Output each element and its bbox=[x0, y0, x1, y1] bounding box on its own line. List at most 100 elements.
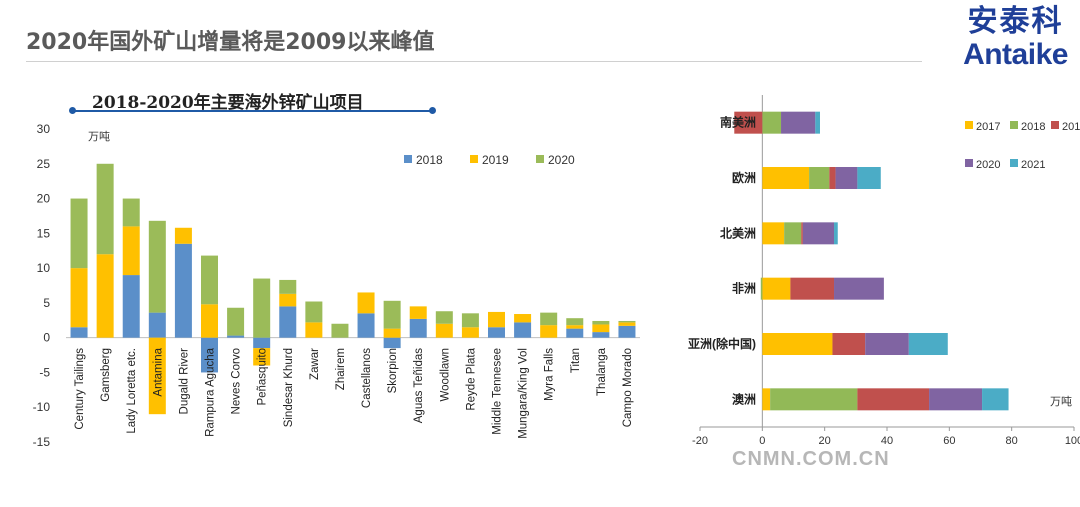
bar-segment bbox=[227, 307, 245, 336]
underline-dot-right bbox=[429, 107, 436, 114]
x-category-label: Peñasquito bbox=[257, 348, 269, 406]
bar-segment bbox=[70, 268, 88, 328]
left-title-underline bbox=[72, 110, 433, 112]
legend-label: 2019 bbox=[1062, 121, 1080, 133]
bar-segment bbox=[174, 243, 192, 338]
x-category-label: Reyde Plata bbox=[465, 347, 477, 410]
y-tick-label: 5 bbox=[43, 296, 50, 310]
bar-segment bbox=[762, 111, 782, 134]
bar-segment bbox=[540, 312, 558, 326]
page-title: 2020年国外矿山增量将是2009以来峰值 bbox=[26, 30, 435, 55]
x-category-label: Myra Falls bbox=[544, 348, 556, 401]
bar-segment bbox=[815, 111, 820, 134]
antaike-logo: 安泰科 Antaike bbox=[958, 4, 1073, 70]
y-tick-label: 20 bbox=[37, 192, 51, 206]
legend-label: 2018 bbox=[416, 153, 443, 167]
legend-swatch bbox=[1010, 121, 1018, 129]
x-tick-label: 60 bbox=[943, 435, 955, 447]
bar-segment bbox=[857, 388, 930, 411]
bar-segment bbox=[201, 304, 218, 338]
bar-segment bbox=[784, 222, 802, 245]
bar-segment bbox=[122, 198, 140, 227]
x-category-label: Zawar bbox=[309, 348, 321, 380]
bar-segment bbox=[461, 327, 479, 338]
x-category-label: Campo Morado bbox=[622, 348, 634, 427]
bar-segment bbox=[201, 255, 218, 305]
bar-segment bbox=[592, 332, 610, 338]
x-category-label: Antamina bbox=[152, 347, 164, 396]
bar-segment bbox=[409, 306, 427, 319]
y-axis-unit-label: 万吨 bbox=[88, 130, 110, 143]
watermark: CNMN.COM.CN bbox=[732, 448, 890, 470]
bar-segment bbox=[618, 325, 636, 338]
bar-segment bbox=[540, 325, 558, 338]
x-tick-label: -20 bbox=[692, 435, 708, 447]
y-category-label: 澳洲 bbox=[732, 391, 756, 406]
x-category-label: Skorpion bbox=[387, 348, 399, 393]
bar-segment bbox=[227, 335, 245, 338]
bar-segment bbox=[592, 320, 610, 325]
y-tick-label: 10 bbox=[37, 261, 51, 275]
x-category-label: Thalanga bbox=[596, 347, 608, 396]
bar-segment bbox=[832, 333, 866, 355]
bar-segment bbox=[835, 167, 858, 189]
x-tick-label: 100 bbox=[1065, 435, 1080, 447]
y-category-label: 亚洲(除中国) bbox=[688, 336, 756, 351]
x-category-label: Titan bbox=[570, 348, 582, 373]
legend-label: 2018 bbox=[1021, 121, 1045, 133]
x-category-label: Gamsberg bbox=[100, 348, 112, 402]
title-divider bbox=[26, 61, 922, 62]
legend-label: 2017 bbox=[976, 121, 1000, 133]
y-tick-label: 0 bbox=[43, 331, 50, 345]
bar-segment bbox=[865, 333, 909, 355]
bar-segment bbox=[762, 167, 810, 189]
logo-chinese-text: 安泰科 bbox=[967, 4, 1064, 39]
bar-segment bbox=[357, 292, 375, 314]
bar-segment bbox=[929, 388, 983, 411]
bar-segment bbox=[253, 337, 271, 349]
legend-label: 2020 bbox=[548, 153, 575, 167]
bar-segment bbox=[770, 388, 858, 411]
bar-segment bbox=[122, 275, 140, 338]
bar-segment bbox=[488, 311, 505, 328]
bar-segment bbox=[70, 327, 88, 338]
legend-label: 2021 bbox=[1021, 159, 1045, 171]
bar-segment bbox=[762, 333, 833, 355]
legend-swatch bbox=[404, 155, 412, 163]
y-tick-label: 30 bbox=[37, 122, 51, 136]
x-category-label: Woodlawn bbox=[439, 348, 451, 402]
bar-segment bbox=[174, 227, 192, 244]
bar-segment bbox=[96, 254, 114, 338]
legend-label: 2020 bbox=[976, 159, 1000, 171]
x-tick-label: 80 bbox=[1006, 435, 1018, 447]
y-category-label: 欧洲 bbox=[732, 170, 756, 185]
y-tick-label: 15 bbox=[37, 226, 51, 240]
bar-segment bbox=[762, 277, 791, 300]
bar-segment bbox=[762, 222, 785, 245]
legend-swatch bbox=[965, 159, 973, 167]
logo-english-text: Antaike bbox=[963, 38, 1068, 71]
bar-segment bbox=[734, 111, 763, 134]
bar-segment bbox=[279, 279, 297, 294]
x-category-label: Zhairem bbox=[335, 348, 347, 390]
bar-segment bbox=[982, 388, 1009, 411]
bar-segment bbox=[305, 322, 323, 338]
legend-swatch bbox=[1010, 159, 1018, 167]
y-tick-label: -5 bbox=[39, 365, 50, 379]
legend-label: 2019 bbox=[482, 153, 509, 167]
bar-segment bbox=[279, 293, 297, 307]
bar-segment bbox=[829, 167, 836, 189]
bar-segment bbox=[762, 388, 771, 411]
x-category-label: Dugald River bbox=[178, 348, 190, 415]
bar-segment bbox=[592, 324, 610, 333]
bar-segment bbox=[760, 277, 763, 300]
x-category-label: Century Tailings bbox=[74, 348, 86, 430]
bar-segment bbox=[148, 220, 166, 313]
bar-segment bbox=[253, 278, 271, 338]
x-category-label: Neves Corvo bbox=[231, 348, 243, 414]
legend-swatch bbox=[1051, 121, 1059, 129]
bar-segment bbox=[383, 328, 401, 338]
bar-segment bbox=[305, 301, 323, 323]
